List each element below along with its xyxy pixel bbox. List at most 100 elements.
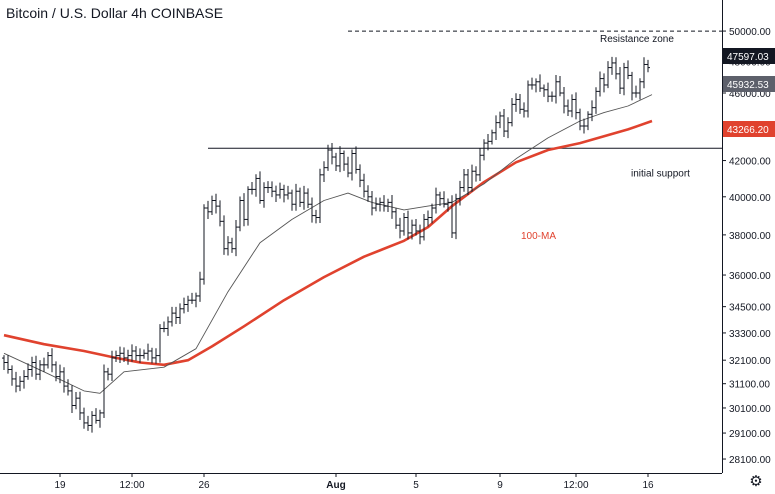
ohlc-bar bbox=[258, 171, 262, 204]
support-label: initial support bbox=[631, 168, 690, 179]
ohlc-bar bbox=[622, 62, 626, 96]
ohlc-bar bbox=[90, 411, 94, 433]
ohlc-bar bbox=[214, 193, 218, 214]
y-tick-label: 31100.00 bbox=[729, 380, 770, 391]
ohlc-bar bbox=[438, 191, 442, 206]
ohlc-bar bbox=[66, 379, 70, 396]
y-tick-label: 40000.00 bbox=[729, 193, 771, 204]
ohlc-bar bbox=[414, 218, 418, 236]
x-tick-label: 12:00 bbox=[563, 480, 588, 491]
ohlc-bar bbox=[166, 316, 170, 336]
ohlc-bar bbox=[6, 355, 10, 374]
last-price-badge bbox=[723, 48, 775, 64]
y-tick-label: 33300.00 bbox=[729, 329, 771, 340]
ohlc-bar bbox=[134, 346, 138, 361]
y-tick-label: 46000.00 bbox=[729, 89, 771, 100]
y-tick-label: 50000.00 bbox=[729, 27, 771, 38]
ohlc-bar bbox=[602, 73, 606, 93]
ohlc-bar bbox=[270, 181, 274, 198]
ohlc-bar bbox=[358, 164, 362, 188]
ohlc-bar bbox=[606, 61, 610, 89]
ohlc-bar bbox=[178, 303, 182, 325]
ohlc-bar bbox=[266, 181, 270, 194]
ohlc-bar bbox=[86, 415, 90, 431]
ohlc-bar bbox=[374, 197, 378, 212]
ohlc-bar bbox=[334, 152, 338, 171]
ohlc-bar bbox=[582, 118, 586, 134]
ohlc-bar bbox=[342, 150, 346, 171]
ohlc-bar bbox=[142, 349, 146, 359]
gear-icon[interactable]: ⚙ bbox=[749, 472, 763, 490]
ohlc-bar bbox=[130, 344, 134, 362]
ohlc-bar bbox=[562, 86, 566, 114]
ohlc-bar bbox=[50, 348, 54, 373]
ohlc-bar bbox=[570, 94, 574, 118]
ohlc-bar bbox=[610, 56, 614, 75]
ohlc-bar bbox=[98, 409, 102, 428]
ohlc-bar bbox=[454, 193, 458, 240]
ohlc-bar bbox=[210, 195, 214, 216]
ohlc-bar bbox=[530, 77, 534, 90]
ohlc-bars bbox=[2, 56, 650, 433]
ohlc-bar bbox=[470, 164, 474, 192]
ohlc-bar bbox=[634, 85, 638, 98]
y-tick-label: 28100.00 bbox=[729, 455, 771, 466]
ohlc-bar bbox=[550, 91, 554, 102]
ohlc-bar bbox=[618, 67, 622, 95]
ohlc-bar bbox=[170, 306, 174, 327]
ohlc-bar bbox=[106, 367, 110, 381]
ohlc-bar bbox=[122, 347, 126, 363]
ohlc-bar bbox=[630, 71, 634, 101]
ohlc-bar bbox=[378, 197, 382, 212]
ohlc-bar bbox=[294, 183, 298, 211]
ohlc-bar bbox=[74, 391, 78, 410]
ohlc-bar bbox=[518, 93, 522, 114]
ohlc-bar bbox=[482, 139, 486, 161]
ohlc-bar bbox=[426, 210, 430, 227]
ohlc-bar bbox=[158, 324, 162, 363]
ohlc-bar bbox=[10, 365, 14, 386]
ohlc-bar bbox=[382, 195, 386, 212]
ohlc-bar bbox=[446, 198, 450, 212]
ohlc-bar bbox=[558, 76, 562, 97]
ohlc-bar bbox=[306, 188, 310, 208]
ohlc-bar bbox=[410, 219, 414, 240]
ohlc-bar bbox=[366, 185, 370, 202]
ohlc-bar bbox=[538, 74, 542, 92]
ohlc-bar bbox=[350, 149, 354, 181]
ohlc-bar bbox=[626, 60, 630, 80]
ohlc-bar bbox=[238, 196, 242, 232]
ohlc-bar bbox=[22, 370, 26, 389]
ohlc-bar bbox=[110, 350, 114, 382]
ohlc-bar bbox=[278, 182, 282, 199]
ohlc-bar bbox=[490, 129, 494, 145]
ohlc-bar bbox=[18, 376, 22, 392]
ohlc-bar bbox=[506, 117, 510, 139]
ohlc-bar bbox=[186, 295, 190, 312]
ohlc-bar bbox=[434, 187, 438, 214]
ohlc-bar bbox=[230, 237, 234, 253]
ohlc-bar bbox=[390, 194, 394, 219]
ohlc-bar bbox=[614, 57, 618, 80]
ohlc-bar bbox=[346, 156, 350, 178]
ohlc-bar bbox=[154, 348, 158, 364]
last-price-badge-label: 47597.03 bbox=[727, 52, 769, 63]
ohlc-bar bbox=[418, 224, 422, 245]
ohlc-bar bbox=[190, 292, 194, 304]
ohlc-bar bbox=[234, 219, 238, 257]
ohlc-bar bbox=[82, 407, 86, 429]
ohlc-bar bbox=[182, 297, 186, 314]
ma-fast-badge bbox=[723, 76, 775, 92]
ohlc-bar bbox=[354, 146, 358, 174]
ohlc-bar bbox=[462, 168, 466, 192]
ohlc-bar bbox=[298, 187, 302, 208]
ohlc-bar bbox=[534, 78, 538, 93]
ohlc-bar bbox=[70, 385, 74, 413]
x-tick-label: Aug bbox=[326, 480, 345, 491]
ohlc-bar bbox=[310, 197, 314, 223]
ohlc-bar bbox=[478, 148, 482, 182]
ohlc-bar bbox=[578, 108, 582, 131]
ohlc-bar bbox=[2, 355, 6, 370]
